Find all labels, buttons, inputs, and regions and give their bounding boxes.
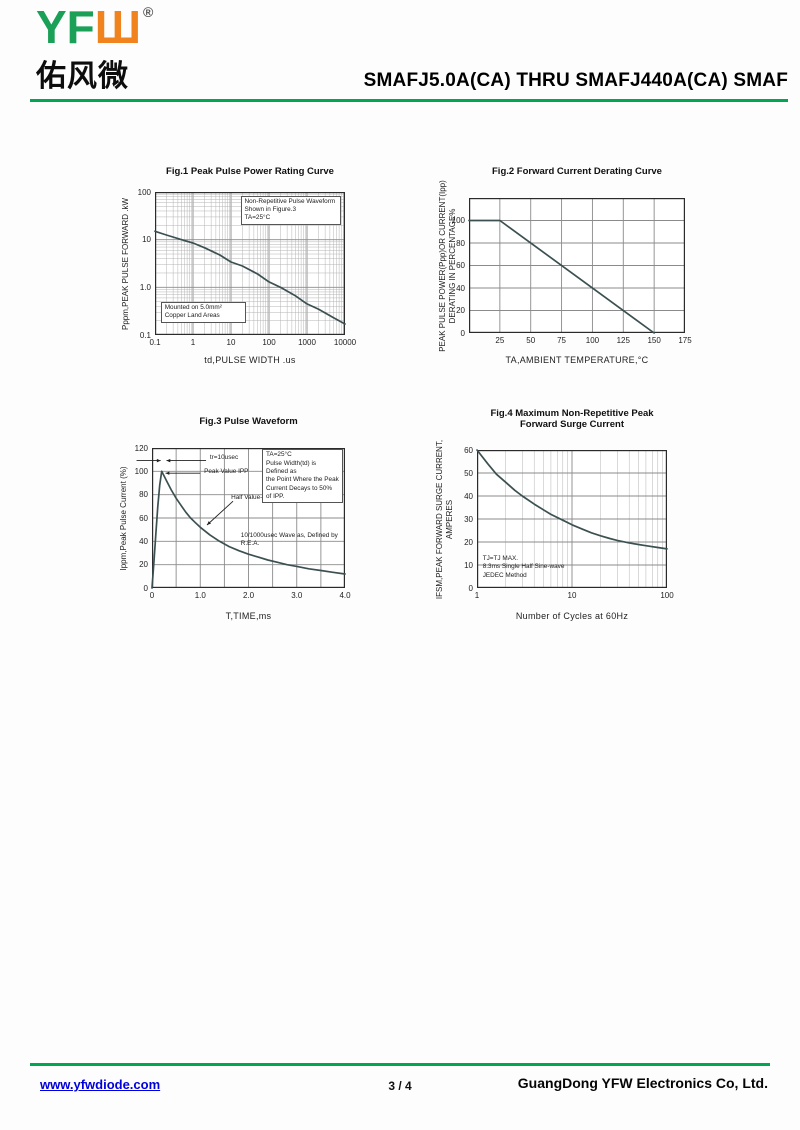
fig1-x-tick: 1000	[298, 338, 316, 347]
figure-1-title: Fig.1 Peak Pulse Power Rating Curve	[166, 166, 334, 177]
fig2-y-tick: 100	[451, 216, 465, 225]
fig3-annotation: Half Value-IPP/2	[231, 494, 278, 502]
fig4-y-tick: 30	[464, 514, 473, 524]
fig3-annotation: TA=25°C Pulse Width(td) is Defined as the …	[262, 449, 344, 504]
fig4-x-tick: 1	[474, 591, 480, 600]
figure-1-xlabel: td,PULSE WIDTH .us	[204, 355, 296, 365]
website-link[interactable]: www.yfwdiode.com	[40, 1077, 161, 1092]
header-rule	[30, 99, 788, 102]
fig1-x-tick: 0.1	[149, 338, 161, 347]
figure-4-title: Fig.4 Maximum Non-Repetitive Peak	[490, 408, 654, 419]
fig2-y-tick: 0	[460, 328, 465, 338]
figure-3-title: Fig.3 Pulse Waveform	[199, 416, 298, 427]
fig2-x-tick: 25	[495, 336, 505, 345]
fig1-y-tick: 10	[142, 235, 151, 245]
fig2-y-tick: 80	[456, 238, 465, 248]
figure-3-plot: tr=10usec Peak Value IPP Half Value-IPP/2 T…	[136, 448, 346, 589]
fig2-x-tick: 125	[616, 336, 630, 345]
figure-2-plot	[468, 198, 686, 334]
fig1-annotation: Mounted on 5.0mm² Copper Land Areas	[160, 302, 247, 323]
fig3-y-tick: 20	[139, 560, 148, 570]
fig3-annotation: Peak Value IPP	[204, 467, 249, 475]
fig2-x-tick: 100	[585, 336, 600, 345]
figure-4-xlabel: Number of Cycles at 60Hz	[515, 611, 629, 621]
fig3-y-tick: 40	[139, 536, 148, 546]
fig2-x-tick: 50	[526, 336, 536, 345]
fig4-annotation: TJ=TJ MAX. 8.3ms Single Half Sine-wave JED…	[482, 554, 565, 579]
registered-trademark-icon: ®	[143, 4, 154, 20]
figure-4-title-line2: Forward Surge Current	[520, 419, 624, 430]
logo-latin: YFШ ®	[36, 4, 154, 50]
footer-rule	[30, 1063, 770, 1066]
fig3-y-tick: 0	[143, 583, 148, 593]
fig3-x-tick: 2.0	[242, 591, 255, 600]
fig3-y-tick: 80	[139, 490, 148, 500]
fig3-annotation: 10/1000usec Wave as, Defined by R.E.A.	[240, 532, 338, 548]
figure-2: Fig.2 Forward Current Derating Curve TA,…	[430, 160, 730, 375]
figure-1: Fig.1 Peak Pulse Power Rating Curve Non-…	[100, 160, 400, 375]
fig3-x-tick: 1.0	[194, 591, 206, 600]
fig4-x-tick: 10	[567, 591, 577, 600]
fig3-x-tick: 0	[149, 591, 155, 600]
figure-1-plot: Non-Repetitive Pulse Waveform Shown in Fi…	[154, 192, 346, 336]
fig1-ylabel: Pppm,PEAK PULSE FORWARD .kW	[121, 197, 130, 330]
fig1-x-tick: 10000	[333, 338, 357, 347]
fig3-annotation: tr=10usec	[209, 454, 239, 462]
fig4-y-tick: 40	[464, 491, 473, 501]
fig4-canvas	[476, 449, 668, 589]
fig2-canvas	[468, 198, 686, 334]
fig3-x-tick: 4.0	[339, 591, 351, 600]
logo-yf-text: YF	[36, 1, 95, 53]
fig2-x-tick: 75	[557, 336, 567, 345]
fig1-y-tick: 100	[137, 187, 151, 197]
fig1-y-tick: 1.0	[139, 282, 151, 292]
company-name: GuangDong YFW Electronics Co, Ltd.	[517, 1075, 768, 1091]
fig1-y-tick: 0.1	[139, 330, 151, 340]
fig4-y-tick: 10	[464, 560, 473, 570]
fig4-y-tick: 20	[464, 537, 473, 547]
figure-4-plot: TJ=TJ MAX. 8.3ms Single Half Sine-wave JED…	[476, 449, 668, 589]
fig2-x-tick: 150	[647, 336, 661, 345]
fig1-x-tick: 1	[190, 338, 196, 347]
fig3-x-tick: 3.0	[291, 591, 303, 600]
fig4-y-tick: 0	[468, 583, 473, 593]
fig1-x-tick: 100	[262, 338, 276, 347]
fig2-y-tick: 40	[456, 283, 465, 293]
fig3-y-tick: 120	[134, 443, 148, 453]
figure-3: Fig.3 Pulse Waveform tr=10usec Peak Value…	[100, 413, 400, 633]
document-title: SMAFJ5.0A(CA) THRU SMAFJ440A(CA) SMAF	[363, 70, 788, 91]
page-number: 3 / 4	[388, 1079, 412, 1093]
fig1-annotation: Non-Repetitive Pulse Waveform Shown in Fi…	[240, 195, 342, 225]
logo-w-glyph: Ш	[94, 1, 142, 53]
figure-3-xlabel: T,TIME,ms	[225, 611, 272, 621]
fig2-y-tick: 20	[456, 306, 465, 315]
logo-chinese-text: 佑风微	[36, 59, 129, 93]
figure-4: Fig.4 Maximum Non-Repetitive Peak Forwar…	[430, 400, 730, 633]
fig4-y-tick: 50	[464, 468, 473, 478]
fig1-x-tick: 10	[226, 338, 236, 347]
fig4-x-tick: 100	[660, 591, 674, 600]
fig2-x-tick: 175	[678, 336, 692, 345]
figure-2-xlabel: TA,AMBIENT TEMPERATURE,°C	[505, 355, 649, 365]
figure-2-title: Fig.2 Forward Current Derating Curve	[492, 166, 662, 177]
fig2-y-tick: 60	[456, 261, 465, 270]
yfw-logo: YFШ ® 佑风微	[36, 4, 154, 95]
fig3-y-tick: 100	[134, 466, 148, 476]
fig4-y-tick: 60	[464, 445, 473, 455]
fig3-y-tick: 60	[139, 513, 148, 523]
